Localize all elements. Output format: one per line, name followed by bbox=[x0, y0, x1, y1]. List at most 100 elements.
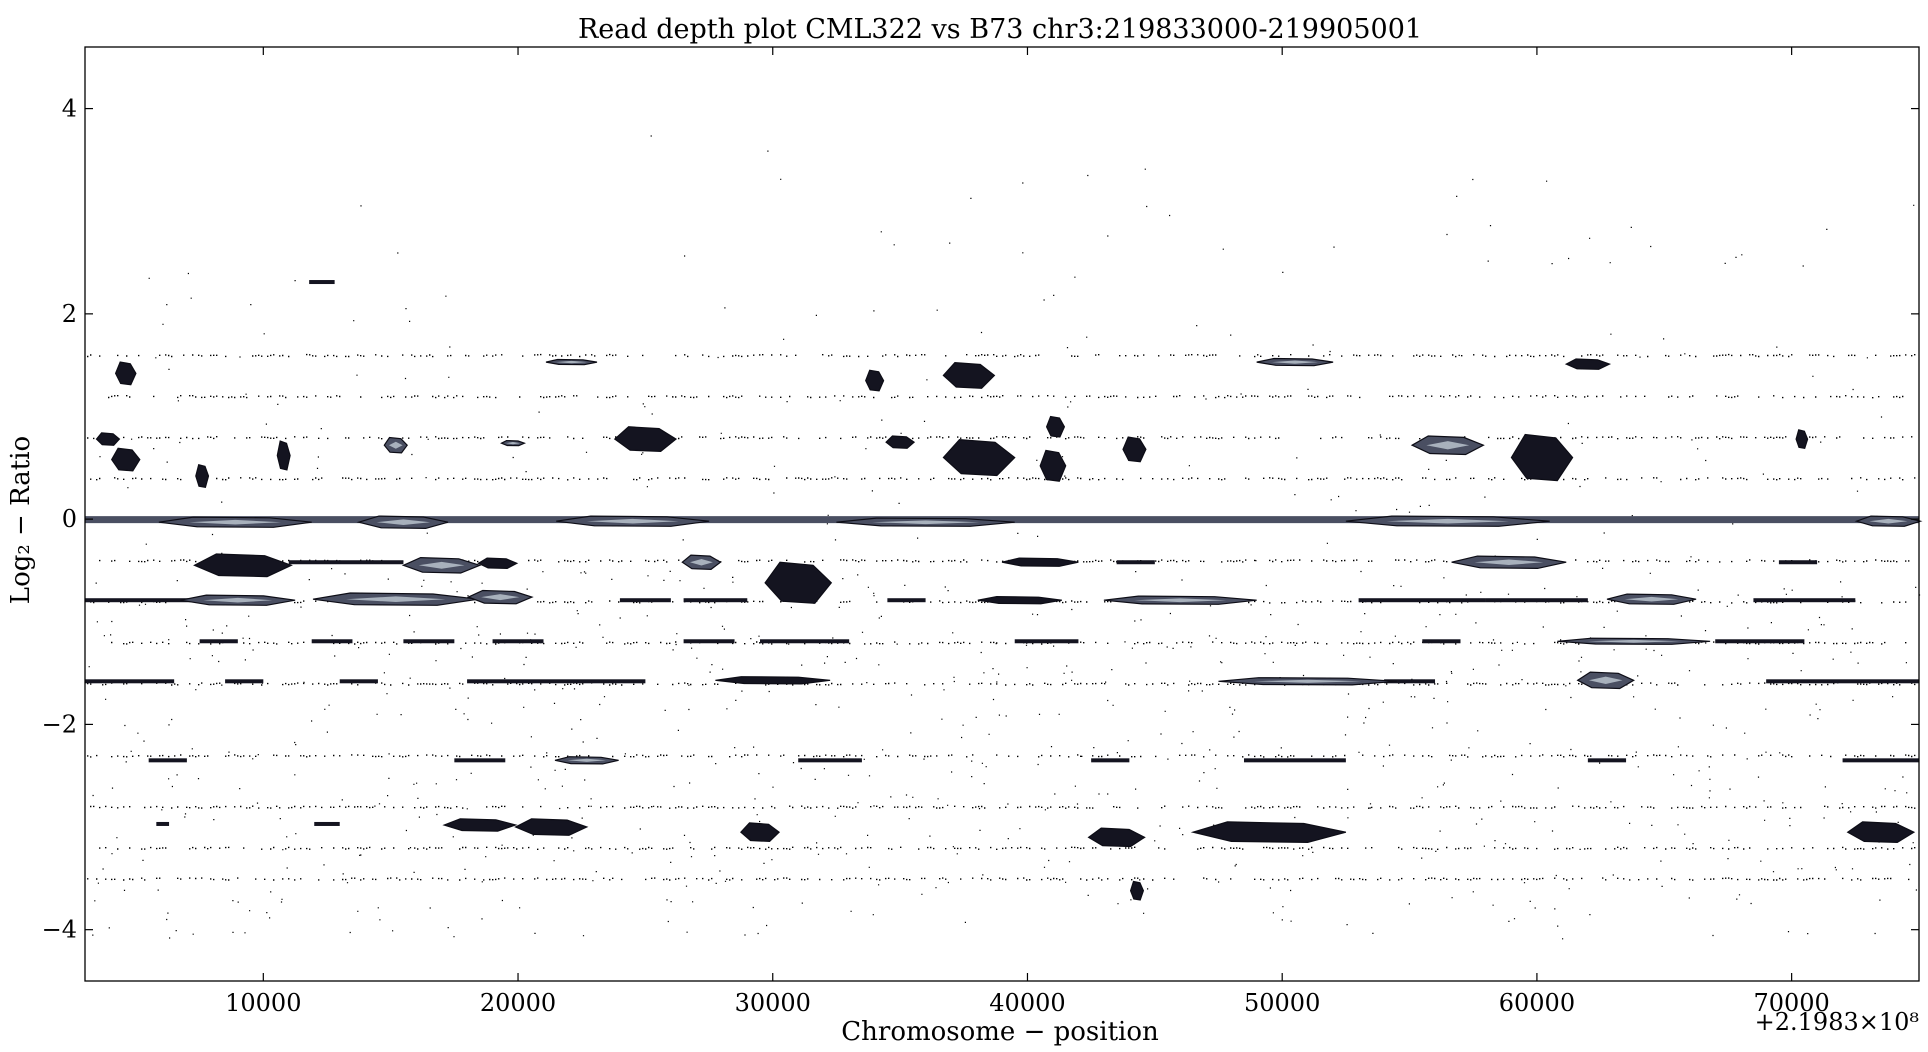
contour-bar bbox=[225, 679, 264, 684]
contour-blob-core bbox=[506, 442, 520, 445]
contour-bar bbox=[1715, 639, 1805, 644]
y-tick-label: 0 bbox=[62, 505, 77, 533]
contour-blob bbox=[865, 369, 885, 392]
contour-bar bbox=[1358, 598, 1486, 603]
x-tick-label: 20000 bbox=[480, 989, 556, 1017]
x-tick-label: 50000 bbox=[1244, 989, 1320, 1017]
x-tick-label: 40000 bbox=[989, 989, 1065, 1017]
y-axis-ticks: 4 2 0 −2 −4 bbox=[42, 95, 1919, 944]
contour-blob-core bbox=[376, 519, 431, 525]
contour-bar bbox=[1766, 679, 1919, 684]
contour-blob-core bbox=[1869, 518, 1908, 524]
contour-blob-core bbox=[586, 518, 679, 524]
contour-blob bbox=[942, 361, 996, 389]
contour-blob bbox=[740, 822, 781, 843]
y-tick-label: 2 bbox=[62, 300, 77, 328]
x-axis-label: Chromosome − position bbox=[841, 1017, 1159, 1047]
contour-blob-core bbox=[418, 561, 465, 569]
contour-blob bbox=[193, 553, 293, 578]
contour-blob-core bbox=[556, 360, 587, 364]
contour-blob bbox=[95, 432, 121, 446]
contour-blob bbox=[1045, 415, 1066, 438]
contour-bar bbox=[148, 758, 187, 763]
contour-blob-core bbox=[567, 758, 606, 762]
contour-blob bbox=[1001, 557, 1079, 567]
contour-bar bbox=[760, 639, 850, 644]
y-tick-label: 4 bbox=[62, 95, 77, 123]
contour-bar bbox=[156, 821, 170, 826]
contour-blob-core bbox=[1134, 598, 1227, 603]
contour-bar bbox=[314, 821, 340, 826]
contour-bar bbox=[1485, 598, 1588, 603]
contour-blob-core bbox=[1624, 596, 1679, 602]
contour-blob-core bbox=[481, 594, 520, 601]
contour-bar bbox=[1842, 758, 1919, 763]
x-tick-label: 10000 bbox=[225, 989, 301, 1017]
plot-background bbox=[85, 47, 1919, 981]
contour-blob bbox=[1122, 436, 1147, 463]
contour-blob bbox=[764, 561, 833, 604]
contour-bar bbox=[1243, 758, 1346, 763]
y-tick-label: −2 bbox=[42, 710, 77, 738]
contour-bar bbox=[887, 598, 926, 603]
contour-bar bbox=[798, 758, 862, 763]
contour-bar bbox=[683, 639, 735, 644]
contour-blob-core bbox=[1587, 639, 1680, 643]
contour-blob-core bbox=[1588, 676, 1623, 684]
contour-blob-core bbox=[346, 596, 446, 602]
contour-blob bbox=[110, 447, 141, 472]
contour-blob-core bbox=[189, 519, 282, 525]
contour-bar bbox=[309, 280, 335, 285]
x-tick-label: 30000 bbox=[735, 989, 811, 1017]
contour-blobs bbox=[85, 357, 1923, 901]
contour-bar bbox=[467, 679, 646, 684]
contour-bar bbox=[85, 598, 213, 603]
contour-bar bbox=[288, 560, 404, 565]
contour-bar bbox=[619, 598, 671, 603]
chart-title: Read depth plot CML322 vs B73 chr3:21983… bbox=[578, 14, 1422, 45]
contour-blob bbox=[942, 438, 1016, 477]
contour-blob bbox=[1190, 821, 1347, 844]
contour-blob bbox=[1564, 358, 1612, 370]
x-tick-label: 70000 bbox=[1753, 989, 1829, 1017]
contour-bar bbox=[1753, 598, 1856, 603]
contour-blob-core bbox=[388, 441, 403, 449]
x-tick-label: 60000 bbox=[1499, 989, 1575, 1017]
contour-blob bbox=[442, 818, 518, 832]
contour-blob-core bbox=[872, 520, 980, 525]
contour-blob bbox=[715, 676, 831, 685]
contour-blob-core bbox=[1272, 360, 1318, 364]
zero-band bbox=[85, 516, 1919, 524]
y-axis-label: Log₂ − Ratio bbox=[6, 436, 36, 604]
contour-blob bbox=[276, 440, 291, 471]
contour-blob bbox=[885, 435, 916, 449]
contour-blob bbox=[1129, 880, 1145, 901]
y-tick-label: −4 bbox=[42, 916, 77, 944]
contour-bar bbox=[311, 639, 353, 644]
contour-bar bbox=[1014, 639, 1079, 644]
contour-bars bbox=[85, 280, 1919, 826]
contour-bar bbox=[1422, 639, 1461, 644]
plot-frame bbox=[84, 46, 1920, 982]
contour-bar bbox=[1116, 560, 1155, 565]
contour-blob-core bbox=[203, 597, 273, 603]
contour-bar bbox=[454, 758, 506, 763]
contour-blob-core bbox=[1254, 679, 1362, 683]
contour-blob bbox=[1510, 433, 1574, 482]
contour-bar bbox=[85, 679, 175, 684]
contour-bar bbox=[683, 598, 748, 603]
contour-blob-core bbox=[1386, 518, 1509, 524]
contour-bar bbox=[199, 639, 238, 644]
contour-blob-core bbox=[690, 559, 713, 566]
contour-blob-core bbox=[1474, 559, 1544, 565]
contour-blob bbox=[1087, 827, 1146, 848]
x-axis-ticks: 10000 20000 30000 40000 50000 60000 70000 bbox=[225, 47, 1830, 1017]
contour-blob bbox=[977, 595, 1063, 605]
contour-bar bbox=[492, 639, 544, 644]
contour-bar bbox=[1778, 560, 1818, 565]
contour-blob bbox=[114, 361, 137, 386]
contour-bar bbox=[1587, 758, 1627, 763]
contour-blob bbox=[195, 463, 210, 488]
contour-blob-core bbox=[1426, 441, 1470, 450]
contour-blob bbox=[1795, 429, 1809, 449]
